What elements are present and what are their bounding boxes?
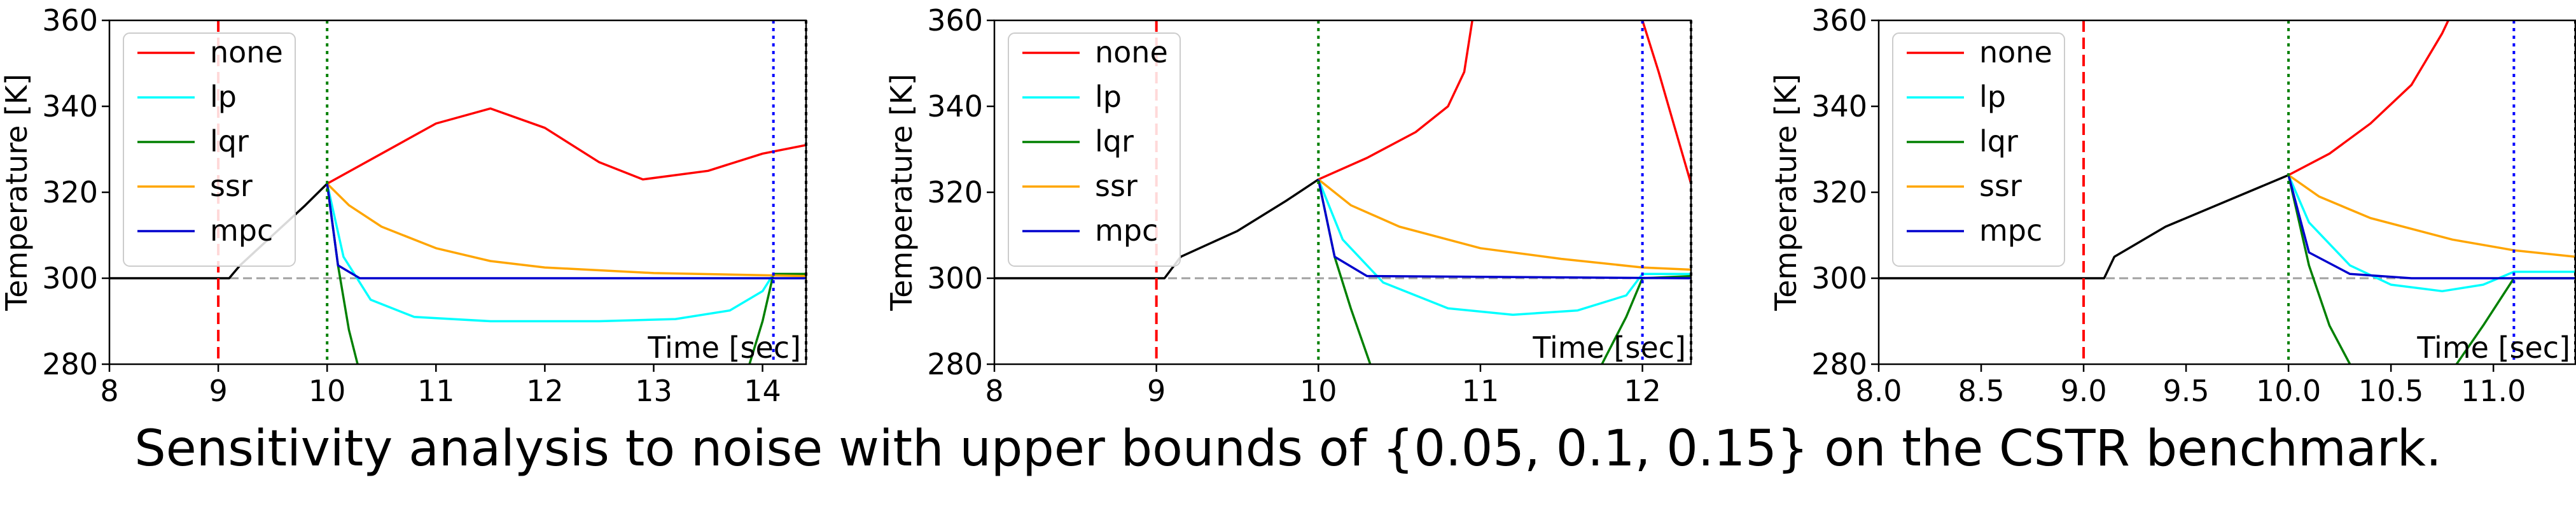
- series-line-lqr: [748, 273, 806, 364]
- y-tick-label: 340: [1811, 89, 1867, 124]
- legend: none lp lqr ssr mpc: [123, 32, 296, 267]
- legend-label-none: none: [210, 35, 283, 69]
- series-line-black: [994, 178, 1319, 280]
- series-line-ssr: [326, 183, 806, 278]
- x-tick-label: 10.5: [2358, 374, 2423, 408]
- series-line-mpc: [1317, 179, 1691, 280]
- y-tick-label: 300: [42, 261, 98, 295]
- y-tick-label: 320: [42, 175, 98, 209]
- x-tick-label: 8.5: [1958, 374, 2004, 408]
- series-line-lqr: [2287, 174, 2351, 364]
- x-tick-label: 9.5: [2163, 374, 2210, 408]
- x-tick-label: 12: [526, 374, 564, 408]
- legend-label-mpc: mpc: [210, 213, 273, 248]
- x-tick-label: 8.0: [1855, 374, 1902, 408]
- y-tick-label: 340: [42, 89, 98, 124]
- series-line-mpc: [326, 183, 806, 280]
- y-tick-label: 340: [927, 89, 983, 124]
- x-tick-label: 8: [985, 374, 1003, 408]
- legend-label-ssr: ssr: [210, 169, 253, 203]
- x-tick-label: 14: [744, 374, 781, 408]
- x-axis-label: Time [sec]: [1532, 330, 1686, 365]
- x-tick-label: 11: [417, 374, 455, 408]
- series-line-ssr: [2288, 174, 2575, 258]
- series-line-none: [326, 107, 806, 185]
- legend-label-ssr: ssr: [1095, 169, 1138, 203]
- y-tick-label: 300: [1811, 261, 1867, 295]
- legend-label-none: none: [1095, 35, 1168, 69]
- legend-label-lqr: lqr: [1095, 124, 1134, 159]
- figure-caption: Sensitivity analysis to noise with upper…: [134, 420, 2442, 478]
- legend-label-lp: lp: [210, 80, 237, 114]
- y-tick-label: 280: [927, 347, 983, 381]
- series-line-none: [1641, 20, 1691, 184]
- y-axis-label: Temperature [K]: [884, 74, 919, 311]
- x-tick-label: 9: [209, 374, 227, 408]
- x-tick-label: 12: [1624, 374, 1661, 408]
- y-tick-label: 360: [927, 3, 983, 38]
- legend-label-lqr: lqr: [1979, 124, 2018, 159]
- y-tick-label: 320: [1811, 175, 1867, 209]
- series-line-lp: [326, 183, 806, 323]
- legend-box: [123, 32, 296, 267]
- series-line-none: [1318, 20, 1473, 181]
- y-tick-label: 280: [1811, 347, 1867, 381]
- legend-label-lqr: lqr: [210, 124, 249, 159]
- y-axis-label: Temperature [K]: [0, 74, 34, 311]
- x-tick-label: 10.0: [2256, 374, 2321, 408]
- series-line-lp: [2287, 174, 2575, 293]
- legend-box: [1892, 32, 2065, 267]
- x-axis-label: Time [sec]: [647, 330, 801, 365]
- y-tick-label: 360: [1811, 3, 1867, 38]
- legend-label-none: none: [1979, 35, 2052, 69]
- x-tick-label: 8: [100, 374, 118, 408]
- y-axis-label: Temperature [K]: [1769, 74, 1803, 311]
- series-line-ssr: [1318, 178, 1691, 271]
- legend-label-mpc: mpc: [1095, 213, 1158, 248]
- legend-label-lp: lp: [1979, 80, 2006, 114]
- series-line-none: [2288, 20, 2449, 176]
- x-tick-label: 10: [1300, 374, 1337, 408]
- legend-label-mpc: mpc: [1979, 213, 2042, 248]
- chart-panel-2: 8 9 10 11 12 280 300 320 340 360 Temperature [K] Ti…: [884, 3, 1692, 408]
- x-tick-label: 13: [635, 374, 672, 408]
- legend-box: [1008, 32, 1181, 267]
- x-tick-label: 10: [309, 374, 346, 408]
- y-tick-label: 280: [42, 347, 98, 381]
- legend: none lp lqr ssr mpc: [1892, 32, 2065, 267]
- x-tick-label: 9: [1147, 374, 1166, 408]
- series-line-lqr: [1317, 179, 1372, 364]
- x-tick-label: 9.0: [2060, 374, 2106, 408]
- chart-panel-3: 8.0 8.5 9.0 9.5 10.0 10.5 11.0 280 300 320 340 360 T…: [1769, 3, 2576, 408]
- series-line-black: [1879, 174, 2289, 280]
- legend: none lp lqr ssr mpc: [1008, 32, 1181, 267]
- plot-area: [1879, 20, 2575, 364]
- legend-label-lp: lp: [1095, 80, 1122, 114]
- legend-label-ssr: ssr: [1979, 169, 2022, 203]
- x-tick-label: 11.0: [2461, 374, 2526, 408]
- y-tick-label: 360: [42, 3, 98, 38]
- x-axis-label: Time [sec]: [2416, 330, 2570, 365]
- series-line-mpc: [2287, 174, 2575, 280]
- y-tick-label: 300: [927, 261, 983, 295]
- chart-panel-1: 8 9 10 11 12 13 14 280 300 320 340 360 Temperature […: [0, 3, 807, 408]
- plot-area: [109, 107, 806, 364]
- series-line-lp: [1317, 179, 1691, 316]
- y-tick-label: 320: [927, 175, 983, 209]
- x-tick-label: 11: [1462, 374, 1500, 408]
